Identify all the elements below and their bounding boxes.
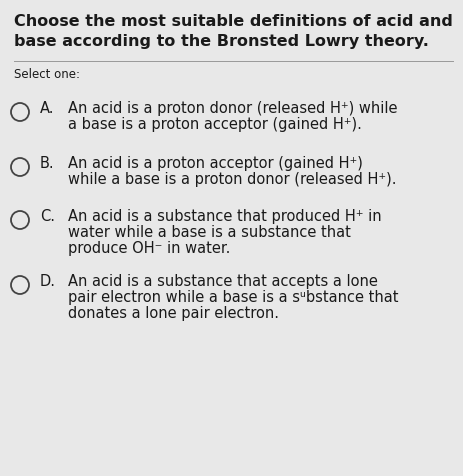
Text: produce OH⁻ in water.: produce OH⁻ in water. (68, 240, 231, 256)
Text: donates a lone pair electron.: donates a lone pair electron. (68, 306, 279, 320)
Text: pair electron while a base is a sᵘbstance that: pair electron while a base is a sᵘbstanc… (68, 289, 399, 304)
Text: base according to the Bronsted Lowry theory.: base according to the Bronsted Lowry the… (14, 34, 429, 49)
Text: An acid is a substance that accepts a lone: An acid is a substance that accepts a lo… (68, 273, 378, 288)
Text: D.: D. (40, 273, 56, 288)
Text: An acid is a proton acceptor (gained H⁺): An acid is a proton acceptor (gained H⁺) (68, 156, 363, 170)
Text: Select one:: Select one: (14, 68, 80, 81)
Text: B.: B. (40, 156, 55, 170)
Text: A.: A. (40, 101, 55, 116)
Text: An acid is a substance that produced H⁺ in: An acid is a substance that produced H⁺ … (68, 208, 382, 224)
Text: C.: C. (40, 208, 55, 224)
Text: Choose the most suitable definitions of acid and: Choose the most suitable definitions of … (14, 14, 453, 29)
Text: while a base is a proton donor (released H⁺).: while a base is a proton donor (released… (68, 172, 396, 187)
Text: water while a base is a substance that: water while a base is a substance that (68, 225, 351, 239)
Text: An acid is a proton donor (released H⁺) while: An acid is a proton donor (released H⁺) … (68, 101, 398, 116)
Text: a base is a proton acceptor (gained H⁺).: a base is a proton acceptor (gained H⁺). (68, 117, 362, 132)
